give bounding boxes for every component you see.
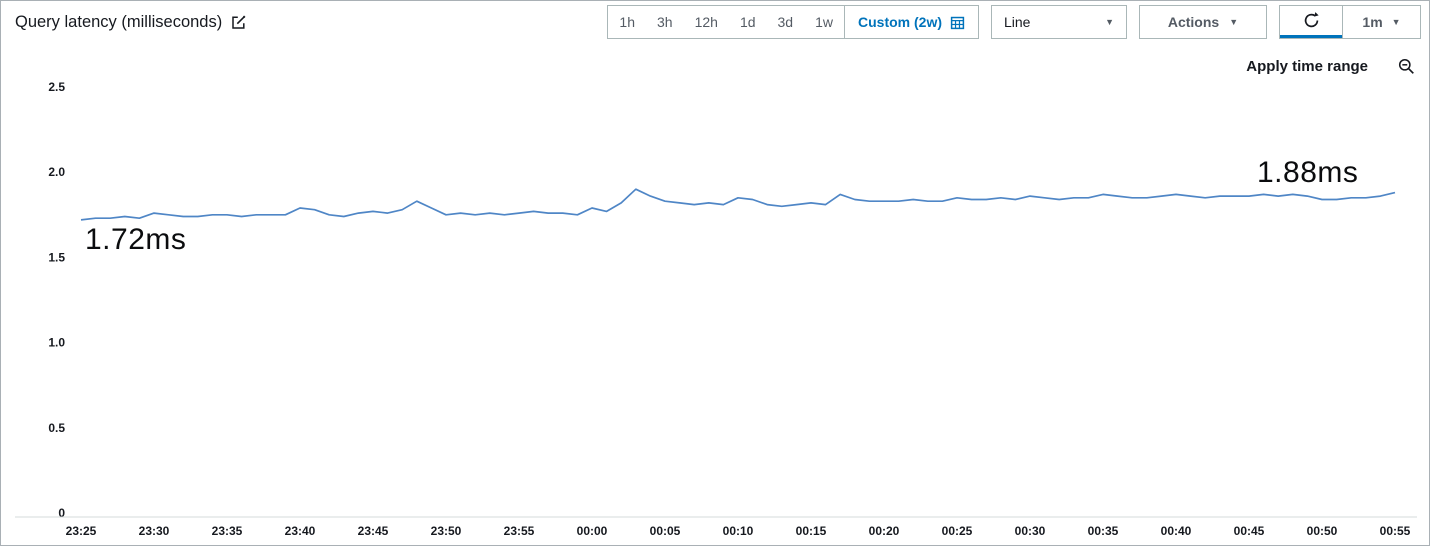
chart-type-value: Line bbox=[1004, 14, 1031, 30]
svg-text:00:45: 00:45 bbox=[1234, 524, 1265, 538]
actions-button[interactable]: Actions ▼ bbox=[1139, 5, 1267, 39]
svg-text:00:40: 00:40 bbox=[1161, 524, 1192, 538]
svg-text:00:55: 00:55 bbox=[1380, 524, 1411, 538]
time-range-1d[interactable]: 1d bbox=[739, 14, 756, 30]
svg-text:00:10: 00:10 bbox=[723, 524, 754, 538]
svg-text:23:30: 23:30 bbox=[139, 524, 170, 538]
widget-header: Query latency (milliseconds) 1h 3h 12h 1… bbox=[1, 1, 1429, 43]
title-wrap: Query latency (milliseconds) bbox=[15, 13, 247, 32]
zoom-out-icon bbox=[1398, 58, 1414, 74]
chevron-down-icon: ▼ bbox=[1105, 16, 1114, 27]
apply-time-range-button[interactable]: Apply time range bbox=[1246, 58, 1368, 75]
refresh-button[interactable] bbox=[1280, 6, 1342, 38]
time-range-12h[interactable]: 12h bbox=[694, 14, 718, 30]
edit-icon bbox=[232, 15, 246, 29]
svg-text:00:25: 00:25 bbox=[942, 524, 973, 538]
widget-title: Query latency (milliseconds) bbox=[15, 12, 223, 31]
refresh-interval-dropdown[interactable]: 1m ▼ bbox=[1342, 6, 1420, 38]
chevron-down-icon: ▼ bbox=[1391, 16, 1401, 27]
svg-text:00:50: 00:50 bbox=[1307, 524, 1338, 538]
svg-text:23:45: 23:45 bbox=[358, 524, 389, 538]
refresh-interval-value: 1m bbox=[1362, 14, 1383, 30]
chevron-down-icon: ▼ bbox=[1229, 16, 1239, 27]
time-range-1h[interactable]: 1h bbox=[619, 14, 635, 30]
svg-text:23:35: 23:35 bbox=[212, 524, 243, 538]
svg-text:23:55: 23:55 bbox=[504, 524, 535, 538]
svg-text:23:50: 23:50 bbox=[431, 524, 462, 538]
latency-line-chart[interactable]: 0 0.5 1.0 1.5 2.0 2.5 23:25 23:30 23:35 23:40 23:4… bbox=[1, 43, 1430, 546]
time-range-1w[interactable]: 1w bbox=[815, 14, 833, 30]
end-value-annotation: 1.88ms bbox=[1257, 156, 1359, 189]
chart-type-dropdown[interactable]: Line ▼ bbox=[991, 5, 1127, 39]
svg-text:23:40: 23:40 bbox=[285, 524, 316, 538]
svg-text:00:15: 00:15 bbox=[796, 524, 827, 538]
svg-text:0.5: 0.5 bbox=[48, 421, 65, 435]
svg-text:00:00: 00:00 bbox=[577, 524, 608, 538]
start-value-annotation: 1.72ms bbox=[85, 223, 187, 256]
custom-range-label: Custom (2w) bbox=[858, 14, 942, 30]
svg-text:1.0: 1.0 bbox=[48, 336, 65, 350]
svg-text:00:35: 00:35 bbox=[1088, 524, 1119, 538]
toolbar-controls: 1h 3h 12h 1d 3d 1w Custom (2w) bbox=[607, 5, 1421, 39]
svg-text:2.0: 2.0 bbox=[48, 165, 65, 179]
svg-text:00:30: 00:30 bbox=[1015, 524, 1046, 538]
svg-text:23:25: 23:25 bbox=[66, 524, 97, 538]
svg-text:2.5: 2.5 bbox=[48, 80, 65, 94]
time-range-selector: 1h 3h 12h 1d 3d 1w Custom (2w) bbox=[607, 5, 979, 39]
time-range-custom[interactable]: Custom (2w) bbox=[844, 6, 978, 38]
calendar-icon bbox=[950, 16, 965, 29]
svg-text:0: 0 bbox=[58, 506, 65, 520]
edit-title-button[interactable] bbox=[231, 14, 247, 30]
svg-text:00:20: 00:20 bbox=[869, 524, 900, 538]
time-range-3h[interactable]: 3h bbox=[657, 14, 673, 30]
refresh-icon bbox=[1304, 12, 1319, 28]
svg-text:00:05: 00:05 bbox=[650, 524, 681, 538]
chart-top-actions: Apply time range bbox=[1246, 58, 1415, 75]
refresh-controls: 1m ▼ bbox=[1279, 5, 1421, 39]
time-range-3d[interactable]: 3d bbox=[777, 14, 794, 30]
svg-text:1.5: 1.5 bbox=[48, 250, 65, 264]
zoom-out-button[interactable] bbox=[1398, 58, 1415, 75]
actions-label: Actions bbox=[1167, 14, 1220, 30]
